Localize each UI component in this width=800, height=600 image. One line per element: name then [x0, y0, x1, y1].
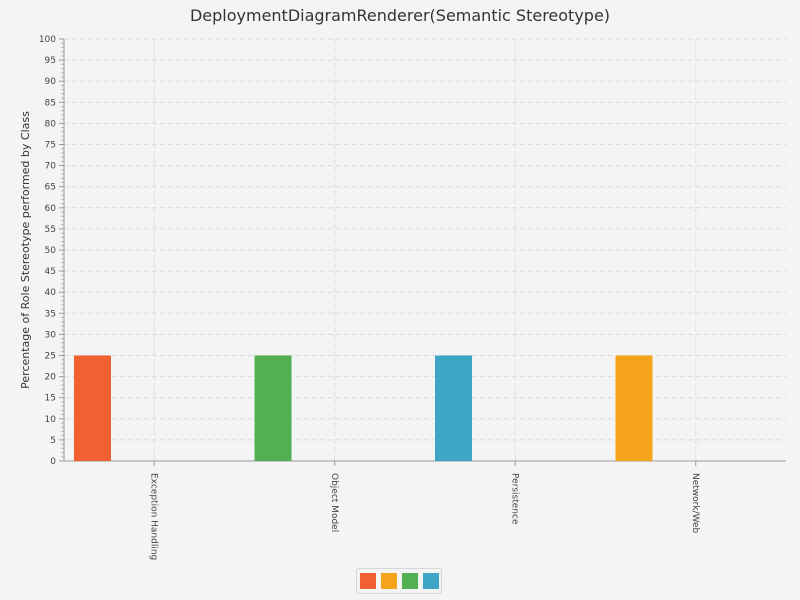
chart-title: DeploymentDiagramRenderer(Semantic Stere… — [189, 6, 611, 25]
y-tick-label: 80 — [45, 119, 57, 129]
y-tick-label: 30 — [45, 330, 57, 340]
y-tick-label: 50 — [45, 246, 57, 256]
y-tick-label: 90 — [45, 77, 57, 87]
x-tick-label: Object Model — [329, 473, 339, 532]
bar — [74, 355, 111, 461]
y-tick-label: 75 — [45, 141, 56, 151]
y-tick-label: 60 — [45, 204, 57, 214]
bar — [254, 355, 292, 461]
legend-swatch — [380, 573, 397, 589]
y-tick-label: 45 — [45, 267, 56, 277]
axes — [59, 38, 786, 466]
legend — [356, 568, 442, 594]
bars — [74, 355, 653, 461]
y-tick-label: 55 — [45, 225, 56, 235]
legend-swatch — [401, 573, 418, 589]
legend-swatch — [359, 573, 376, 589]
y-tick-label: 35 — [45, 309, 56, 319]
y-tick-label: 20 — [45, 373, 57, 383]
y-tick-label: 15 — [45, 394, 56, 404]
y-tick-label: 40 — [45, 288, 57, 298]
x-tick-label: Persistence — [509, 473, 519, 525]
y-tick-label: 0 — [50, 457, 56, 467]
x-tick-label: Network/Web — [690, 473, 700, 534]
y-tick-label: 95 — [45, 56, 56, 66]
x-tick-label: Exception Handling — [148, 473, 158, 560]
y-tick-label: 70 — [45, 162, 57, 172]
y-tick-label: 5 — [50, 436, 56, 446]
legend-swatch — [422, 573, 439, 589]
bar — [615, 355, 653, 461]
y-tick-label: 10 — [45, 415, 57, 425]
grid-lines — [64, 38, 786, 461]
y-tick-label: 100 — [39, 35, 56, 45]
tick-labels: 0 5 10 15 20 25 30 35 40 45 50 55 60 65 70 75 80 85 90 95 10… — [39, 35, 700, 560]
y-axis-label: Percentage of Role Stereotype performed … — [19, 111, 32, 389]
y-tick-label: 65 — [45, 183, 56, 193]
bar — [435, 355, 472, 461]
y-tick-label: 85 — [45, 98, 56, 108]
y-tick-label: 25 — [45, 352, 56, 362]
